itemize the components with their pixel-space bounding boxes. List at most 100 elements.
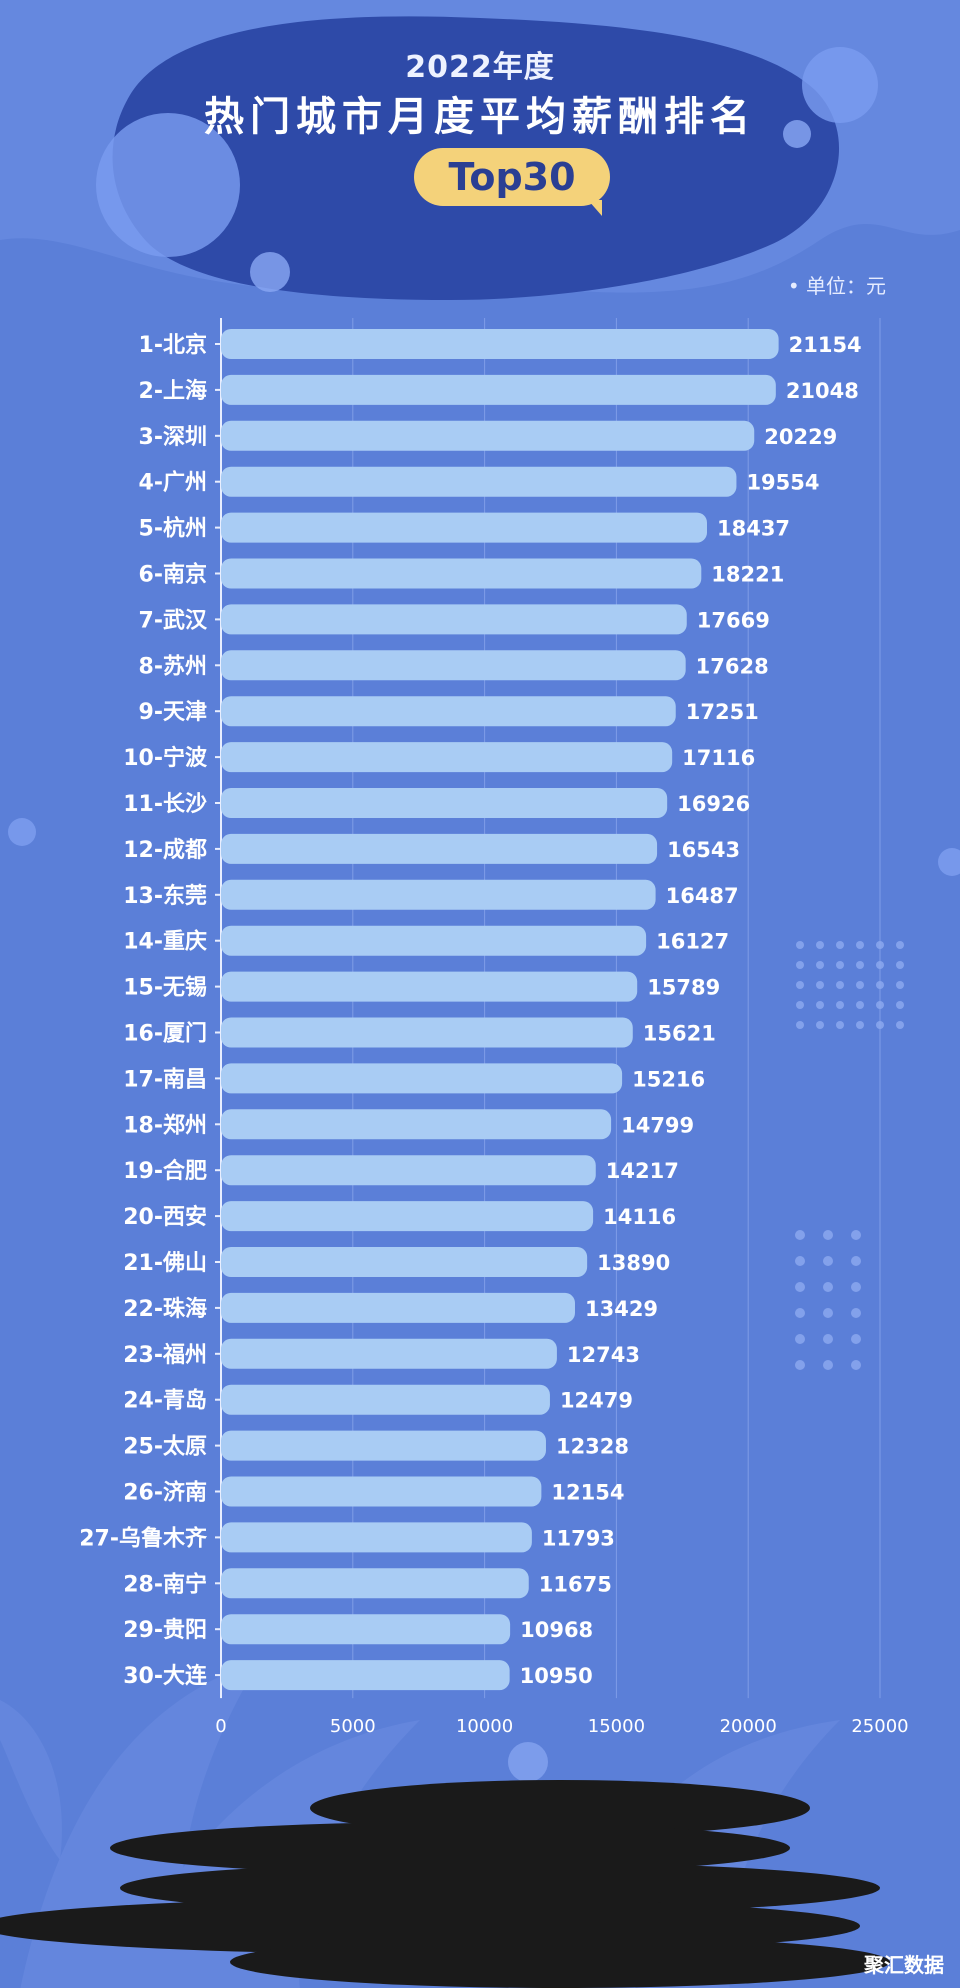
bar	[221, 512, 707, 543]
category-label: 17-南昌	[123, 1067, 207, 1092]
category-label: 19-合肥	[123, 1158, 207, 1184]
data-label: 17116	[682, 746, 755, 770]
data-label: 14116	[603, 1205, 676, 1229]
bar	[221, 1247, 588, 1277]
bar	[221, 1155, 596, 1186]
x-tick-label: 20000	[720, 1716, 777, 1737]
bar	[221, 1292, 575, 1323]
category-label: 4-广州	[139, 470, 207, 496]
data-label: 14799	[621, 1113, 694, 1137]
data-label: 21048	[786, 379, 859, 403]
category-label: 15-无锡	[123, 976, 207, 1001]
bar	[221, 1522, 532, 1553]
category-label: 1-北京	[139, 332, 207, 358]
data-label: 17628	[696, 654, 769, 678]
category-label: 5-杭州	[139, 516, 207, 542]
x-tick-label: 0	[215, 1716, 226, 1737]
category-label: 8-苏州	[139, 653, 207, 679]
category-label: 23-福州	[123, 1343, 207, 1368]
category-label: 13-东莞	[123, 883, 207, 909]
category-label: 26-济南	[123, 1480, 207, 1506]
data-label: 14217	[606, 1159, 679, 1183]
data-label: 13429	[585, 1297, 658, 1321]
data-label: 15621	[643, 1022, 716, 1046]
category-label: 7-武汉	[139, 608, 208, 633]
bar	[221, 1660, 510, 1691]
data-label: 12479	[560, 1389, 633, 1413]
top30-badge: Top30	[414, 148, 610, 216]
bar	[221, 1384, 550, 1415]
category-label: 3-深圳	[139, 425, 207, 450]
bar	[221, 558, 702, 589]
category-label: 12-成都	[123, 838, 207, 863]
chart-title: 热门城市月度平均薪酬排名	[204, 94, 756, 140]
data-label: 15216	[632, 1067, 705, 1091]
bar	[221, 329, 779, 359]
category-label: 16-厦门	[123, 1021, 207, 1047]
data-label: 11793	[542, 1526, 615, 1550]
bar	[221, 1338, 557, 1369]
bar	[221, 650, 686, 681]
bar	[221, 604, 687, 635]
category-label: 9-天津	[139, 699, 207, 725]
data-label: 16487	[666, 884, 739, 908]
bar	[221, 374, 776, 405]
category-label: 18-郑州	[123, 1113, 207, 1138]
data-label: 15789	[647, 976, 720, 1000]
category-label: 10-宁波	[123, 745, 208, 771]
bar	[221, 696, 676, 727]
bar	[221, 1430, 546, 1461]
data-label: 18221	[711, 563, 784, 587]
category-label: 20-西安	[123, 1204, 207, 1230]
category-label: 21-佛山	[123, 1251, 207, 1276]
category-label: 24-青岛	[123, 1388, 207, 1414]
bar	[221, 1568, 529, 1599]
bar	[221, 1614, 511, 1645]
bar	[221, 466, 737, 497]
category-label: 27-乌鲁木齐	[79, 1525, 208, 1551]
bar	[221, 1201, 594, 1232]
data-label: 10968	[520, 1618, 593, 1642]
title-year: 2022年度	[405, 50, 555, 85]
data-label: 21154	[789, 333, 862, 357]
bar	[221, 1017, 633, 1048]
x-tick-label: 10000	[456, 1716, 513, 1737]
bar	[221, 925, 647, 956]
data-label: 12743	[567, 1343, 640, 1367]
data-label: 16926	[677, 792, 750, 816]
category-label: 14-重庆	[123, 929, 207, 955]
category-label: 29-贵阳	[123, 1618, 207, 1643]
x-tick-label: 5000	[330, 1716, 376, 1737]
bar	[221, 1109, 612, 1140]
data-label: 17669	[697, 608, 770, 632]
watermark: 聚汇数据	[864, 1953, 944, 1977]
bar	[221, 1063, 623, 1094]
data-label: 12328	[556, 1435, 629, 1459]
bar	[221, 420, 755, 451]
category-label: 28-南宁	[123, 1571, 207, 1597]
x-tick-label: 25000	[851, 1716, 908, 1737]
data-label: 13890	[597, 1251, 670, 1275]
category-label: 6-南京	[139, 562, 207, 588]
bar	[221, 742, 673, 773]
bar	[221, 788, 668, 818]
bar	[221, 971, 638, 1002]
category-label: 22-珠海	[123, 1296, 207, 1322]
category-label: 2-上海	[139, 378, 207, 404]
data-label: 10950	[520, 1664, 593, 1688]
category-label: 30-大连	[123, 1663, 208, 1689]
data-label: 17251	[686, 700, 759, 724]
bar	[221, 833, 658, 864]
data-label: 20229	[764, 425, 837, 449]
bar	[221, 1476, 542, 1507]
unit-label: 单位：元	[788, 270, 886, 299]
data-label: 18437	[717, 517, 790, 541]
data-label: 16127	[656, 930, 729, 954]
x-tick-label: 15000	[588, 1716, 645, 1737]
category-label: 11-长沙	[123, 792, 207, 817]
bar	[221, 879, 656, 910]
data-label: 16543	[667, 838, 740, 862]
data-label: 19554	[746, 471, 819, 495]
data-label: 11675	[539, 1572, 612, 1596]
